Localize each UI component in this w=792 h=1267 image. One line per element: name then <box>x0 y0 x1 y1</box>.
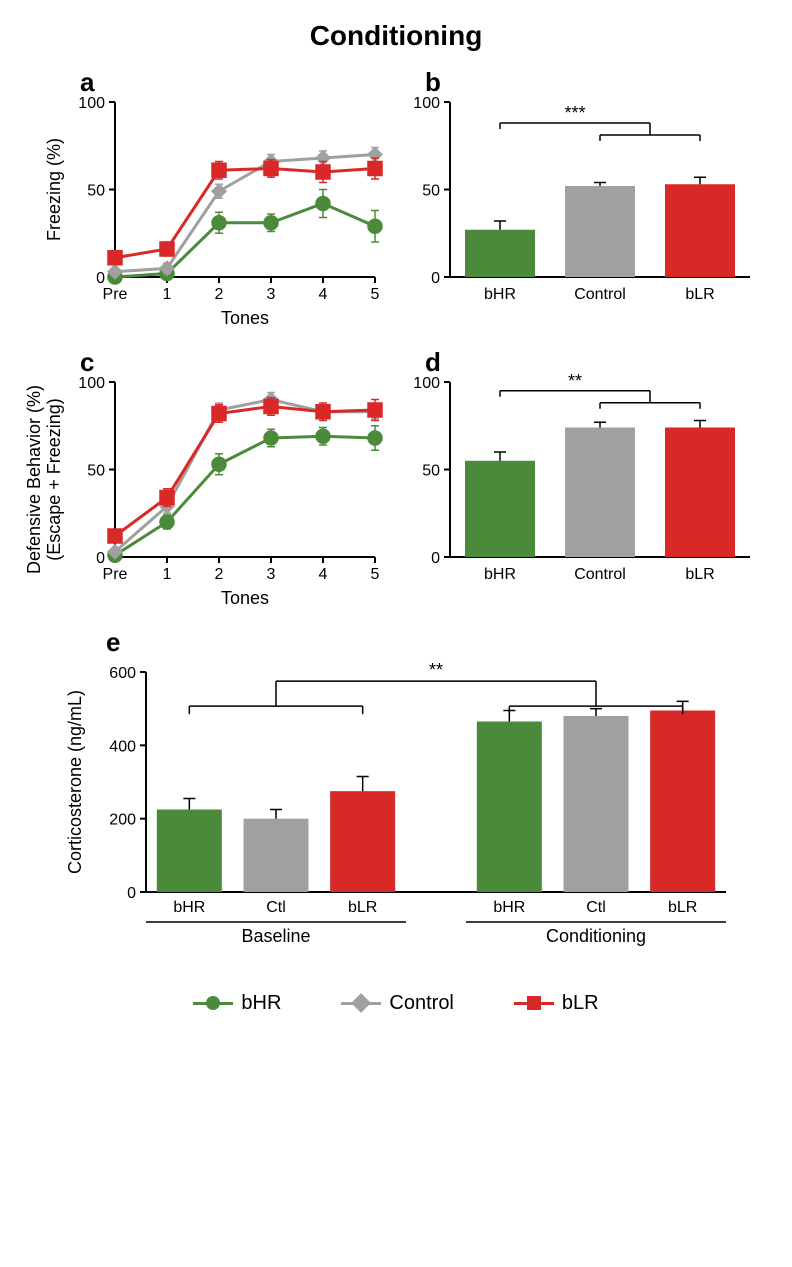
svg-text:bHR: bHR <box>484 286 516 303</box>
circle-icon <box>206 996 220 1010</box>
panel-c-label: c <box>80 347 94 378</box>
legend-item-control: Control <box>341 992 453 1015</box>
square-icon <box>527 996 541 1010</box>
legend-line-icon <box>514 1002 554 1005</box>
panel-c: c 050100Pre12345Defensive Behavior (%)(E… <box>20 352 390 612</box>
svg-text:0: 0 <box>127 885 136 902</box>
svg-text:4: 4 <box>319 286 328 303</box>
svg-text:4: 4 <box>319 566 328 583</box>
svg-text:5: 5 <box>371 286 380 303</box>
legend-label: bHR <box>241 992 281 1015</box>
svg-text:bLR: bLR <box>668 899 697 916</box>
svg-text:Conditioning: Conditioning <box>546 926 646 946</box>
svg-text:Ctl: Ctl <box>586 899 606 916</box>
svg-text:Control: Control <box>574 286 626 303</box>
svg-text:50: 50 <box>87 463 105 480</box>
svg-text:**: ** <box>568 371 582 391</box>
svg-text:50: 50 <box>422 183 440 200</box>
legend-label: bLR <box>562 992 599 1015</box>
svg-text:400: 400 <box>109 738 136 755</box>
svg-text:0: 0 <box>96 550 105 567</box>
svg-text:Tones: Tones <box>221 588 269 608</box>
svg-text:3: 3 <box>267 566 276 583</box>
svg-text:2: 2 <box>215 286 224 303</box>
svg-text:bLR: bLR <box>685 286 714 303</box>
svg-text:bLR: bLR <box>685 566 714 583</box>
svg-text:0: 0 <box>96 270 105 287</box>
legend-item-bhr: bHR <box>193 992 281 1015</box>
svg-text:1: 1 <box>163 566 172 583</box>
svg-text:bHR: bHR <box>173 899 205 916</box>
svg-text:5: 5 <box>371 566 380 583</box>
panel-a-label: a <box>80 67 94 98</box>
legend-label: Control <box>389 992 453 1015</box>
diamond-icon <box>352 993 372 1013</box>
legend-item-blr: bLR <box>514 992 599 1015</box>
svg-text:**: ** <box>429 660 443 680</box>
svg-text:bLR: bLR <box>348 899 377 916</box>
figure-title: Conditioning <box>20 20 772 52</box>
svg-text:bHR: bHR <box>493 899 525 916</box>
panel-a: a 050100Pre12345Freezing (%)Tones <box>20 72 390 332</box>
legend-line-icon <box>341 1002 381 1005</box>
row-ab: a 050100Pre12345Freezing (%)Tones b 0501… <box>20 72 772 332</box>
svg-text:Pre: Pre <box>103 286 128 303</box>
svg-text:2: 2 <box>215 566 224 583</box>
legend-line-icon <box>193 1002 233 1005</box>
svg-text:0: 0 <box>431 550 440 567</box>
panel-d: d 050100bHRControlbLR** <box>390 352 770 612</box>
svg-text:Tones: Tones <box>221 308 269 328</box>
svg-text:0: 0 <box>431 270 440 287</box>
svg-text:1: 1 <box>163 286 172 303</box>
svg-text:Baseline: Baseline <box>241 926 310 946</box>
row-cd: c 050100Pre12345Defensive Behavior (%)(E… <box>20 352 772 612</box>
panel-e-label: e <box>106 627 120 658</box>
svg-text:Corticosterone (ng/mL): Corticosterone (ng/mL) <box>65 690 85 874</box>
svg-text:Defensive Behavior (%): Defensive Behavior (%) <box>24 385 44 574</box>
svg-text:50: 50 <box>422 463 440 480</box>
svg-text:3: 3 <box>267 286 276 303</box>
svg-text:50: 50 <box>87 183 105 200</box>
svg-text:Ctl: Ctl <box>266 899 286 916</box>
svg-text:200: 200 <box>109 812 136 829</box>
svg-text:***: *** <box>564 103 585 123</box>
panel-d-label: d <box>425 347 441 378</box>
svg-text:Pre: Pre <box>103 566 128 583</box>
panel-b-label: b <box>425 67 441 98</box>
row-e: e 0200400600Corticosterone (ng/mL)bHRCtl… <box>20 632 772 972</box>
legend: bHR Control bLR <box>20 992 772 1015</box>
svg-text:Control: Control <box>574 566 626 583</box>
svg-text:Freezing (%): Freezing (%) <box>44 138 64 241</box>
svg-text:600: 600 <box>109 665 136 682</box>
svg-text:(Escape + Freezing): (Escape + Freezing) <box>44 398 64 561</box>
panel-e: e 0200400600Corticosterone (ng/mL)bHRCtl… <box>46 632 746 972</box>
panel-b: b 050100bHRControlbLR*** <box>390 72 770 332</box>
svg-text:bHR: bHR <box>484 566 516 583</box>
